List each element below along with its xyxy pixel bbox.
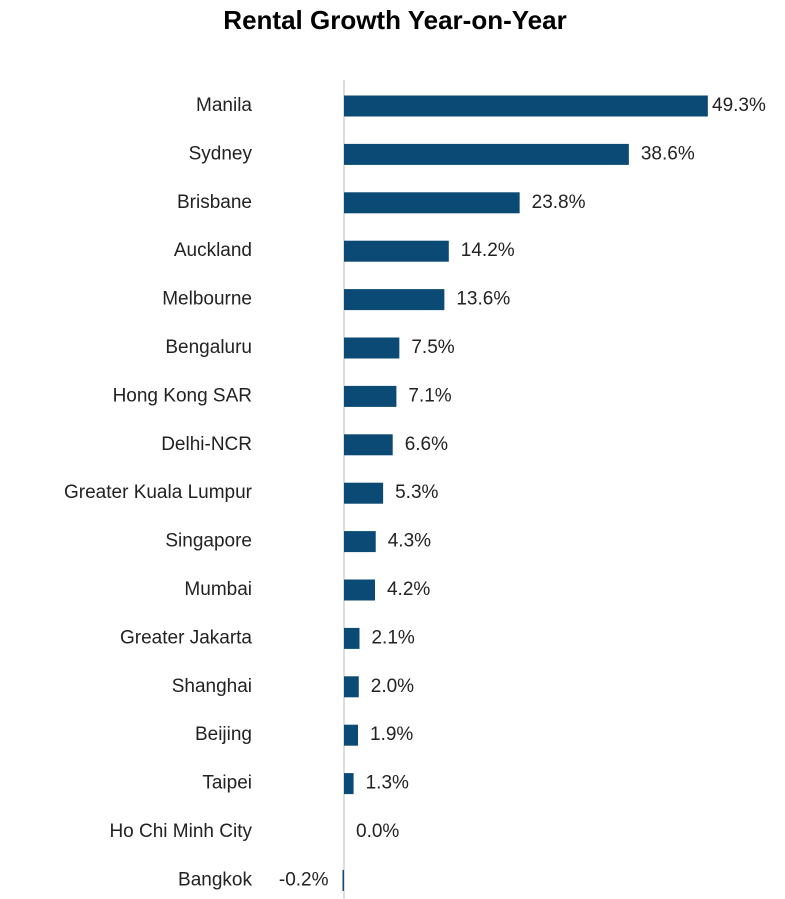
category-label: Melbourne xyxy=(162,289,252,310)
value-label: 5.3% xyxy=(395,482,438,503)
bar xyxy=(344,385,397,407)
category-label: Delhi-NCR xyxy=(161,434,252,455)
bar xyxy=(344,337,400,359)
category-label: Brisbane xyxy=(177,192,252,213)
bar xyxy=(344,289,445,311)
value-label: 7.1% xyxy=(408,385,451,406)
value-label: 2.1% xyxy=(371,627,414,648)
category-label: Bangkok xyxy=(178,869,252,890)
value-label: 23.8% xyxy=(532,192,586,213)
value-label: 4.3% xyxy=(388,531,431,552)
category-label: Ho Chi Minh City xyxy=(109,821,252,842)
bar xyxy=(344,579,375,601)
category-label: Singapore xyxy=(165,531,252,552)
value-label: 6.6% xyxy=(405,434,448,455)
category-label: Taipei xyxy=(202,773,252,794)
value-label: 0.0% xyxy=(356,821,399,842)
bar xyxy=(344,773,354,795)
chart-title: Rental Growth Year-on-Year xyxy=(223,5,566,35)
value-label: 1.3% xyxy=(366,773,409,794)
bar xyxy=(344,95,708,117)
category-label: Beijing xyxy=(195,724,252,745)
bar xyxy=(344,724,359,746)
value-label: 13.6% xyxy=(456,289,510,310)
value-label: 38.6% xyxy=(641,143,695,164)
bar xyxy=(344,143,629,165)
value-label: 14.2% xyxy=(461,240,515,261)
value-label: 7.5% xyxy=(411,337,454,358)
bar xyxy=(344,627,360,649)
category-label: Shanghai xyxy=(172,676,252,697)
bar xyxy=(344,434,393,456)
bar xyxy=(342,869,344,891)
value-label: 4.2% xyxy=(387,579,430,600)
category-label: Bengaluru xyxy=(165,337,252,358)
bar xyxy=(344,240,449,262)
bar xyxy=(344,192,520,214)
value-label: 49.3% xyxy=(712,95,766,116)
bar xyxy=(344,482,384,504)
value-label: -0.2% xyxy=(279,869,329,890)
bar xyxy=(344,676,359,698)
bar xyxy=(344,531,376,553)
category-label: Manila xyxy=(196,95,252,116)
category-label: Sydney xyxy=(189,143,253,164)
category-label: Greater Kuala Lumpur xyxy=(64,482,253,503)
value-label: 2.0% xyxy=(371,676,414,697)
category-label: Greater Jakarta xyxy=(120,627,252,648)
category-label: Hong Kong SAR xyxy=(113,385,252,406)
category-label: Mumbai xyxy=(184,579,252,600)
value-label: 1.9% xyxy=(370,724,413,745)
category-label: Auckland xyxy=(174,240,252,261)
